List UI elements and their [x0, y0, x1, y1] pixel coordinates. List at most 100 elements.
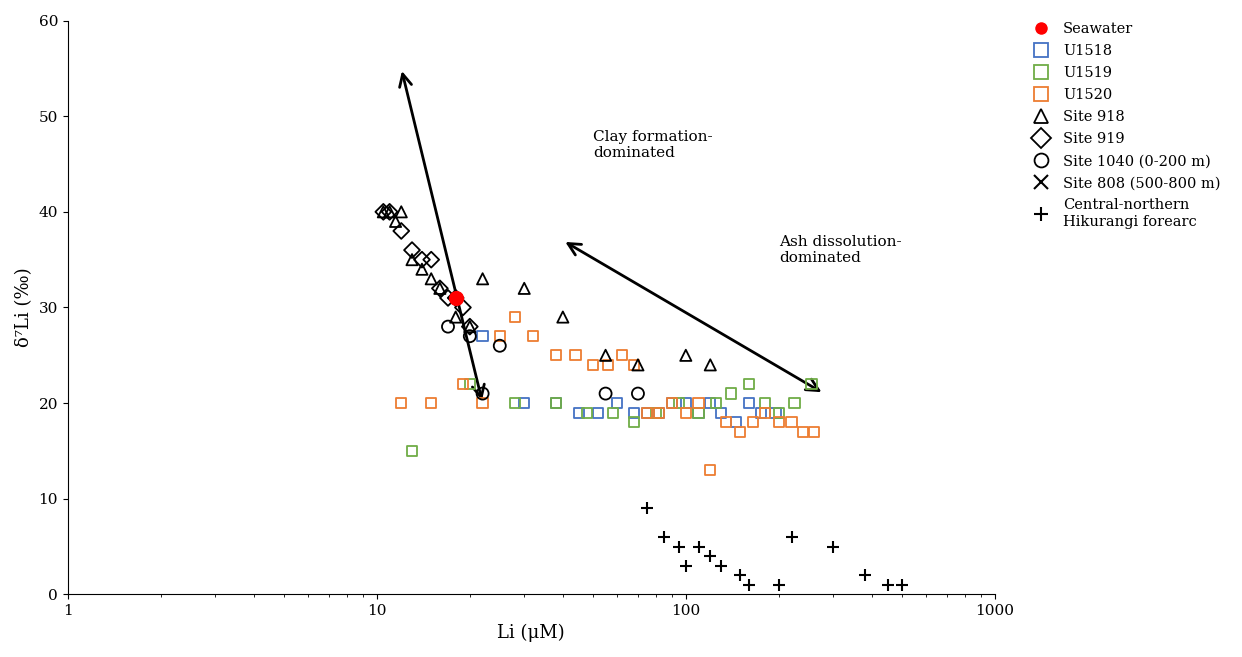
Point	[582, 359, 602, 370]
Point	[402, 245, 422, 256]
Point	[412, 254, 432, 265]
Point	[892, 579, 912, 590]
Point	[628, 388, 648, 399]
Point	[453, 302, 473, 313]
Point	[391, 206, 411, 217]
Point	[438, 321, 458, 332]
Point	[446, 292, 466, 303]
Point	[676, 350, 696, 361]
Point	[625, 359, 645, 370]
Point	[676, 407, 696, 418]
Point	[717, 417, 737, 428]
Point	[751, 407, 771, 418]
Point	[739, 579, 759, 590]
Point	[402, 445, 422, 456]
Point	[505, 398, 525, 409]
Point	[794, 426, 814, 437]
Point	[755, 398, 775, 409]
Point	[612, 350, 632, 361]
Point	[712, 407, 732, 418]
Point	[460, 321, 479, 332]
Point	[473, 331, 493, 342]
Point	[374, 206, 394, 217]
Point	[712, 560, 732, 571]
Point	[700, 359, 720, 370]
Point	[769, 398, 789, 409]
Point	[662, 398, 682, 409]
Point	[607, 398, 627, 409]
Point	[446, 292, 466, 303]
Point	[705, 398, 725, 409]
Point	[722, 388, 741, 399]
Point	[650, 407, 669, 418]
Point	[438, 292, 458, 303]
Point	[565, 350, 585, 361]
Point	[602, 407, 622, 418]
Point	[769, 407, 789, 418]
Point	[489, 331, 509, 342]
Point	[385, 216, 405, 227]
Point	[460, 378, 479, 389]
Point	[391, 226, 411, 237]
Point	[412, 264, 432, 275]
Y-axis label: δ⁷Li (‰): δ⁷Li (‰)	[15, 267, 34, 348]
Point	[854, 570, 874, 581]
Point	[514, 283, 534, 294]
Point	[569, 407, 589, 418]
Point	[637, 407, 657, 418]
Legend: Seawater, U1518, U1519, U1520, Site 918, Site 919, Site 1040 (0-200 m), Site 808: Seawater, U1518, U1519, U1520, Site 918,…	[1021, 16, 1226, 235]
Point	[453, 378, 473, 389]
Text: Clay formation-
dominated: Clay formation- dominated	[592, 130, 713, 160]
Point	[804, 426, 823, 437]
Point	[460, 321, 479, 332]
Point	[460, 331, 479, 342]
Point	[514, 398, 534, 409]
Point	[655, 532, 674, 542]
Point	[669, 398, 689, 409]
Point	[781, 532, 801, 542]
Point	[669, 541, 689, 552]
Point	[765, 407, 785, 418]
Point	[650, 407, 669, 418]
Point	[546, 398, 566, 409]
Point	[739, 398, 759, 409]
Point	[688, 407, 708, 418]
Point	[878, 579, 898, 590]
Point	[739, 378, 759, 389]
Point	[892, 455, 912, 466]
Point	[489, 340, 509, 351]
Point	[473, 398, 493, 409]
Point	[596, 388, 616, 399]
Point	[700, 465, 720, 476]
Point	[430, 283, 450, 294]
Point	[730, 426, 750, 437]
Point	[523, 331, 543, 342]
Point	[421, 398, 441, 409]
Point	[473, 273, 493, 284]
Point	[725, 417, 745, 428]
Point	[589, 407, 609, 418]
Point	[625, 407, 645, 418]
Point	[755, 407, 775, 418]
Point	[646, 407, 666, 418]
Point	[637, 503, 657, 514]
Point	[769, 417, 789, 428]
Point	[676, 398, 696, 409]
Point	[374, 206, 394, 217]
Point	[854, 455, 874, 466]
Point	[781, 417, 801, 428]
Point	[730, 570, 750, 581]
Point	[662, 398, 682, 409]
Point	[785, 398, 805, 409]
Point	[688, 398, 708, 409]
Point	[553, 312, 573, 323]
Point	[430, 283, 450, 294]
Point	[546, 398, 566, 409]
Point	[801, 378, 821, 389]
Point	[599, 359, 619, 370]
Point	[688, 541, 708, 552]
Point	[578, 407, 597, 418]
Point	[700, 551, 720, 562]
Point	[628, 359, 648, 370]
Text: Ash dissolution-
dominated: Ash dissolution- dominated	[779, 235, 902, 265]
